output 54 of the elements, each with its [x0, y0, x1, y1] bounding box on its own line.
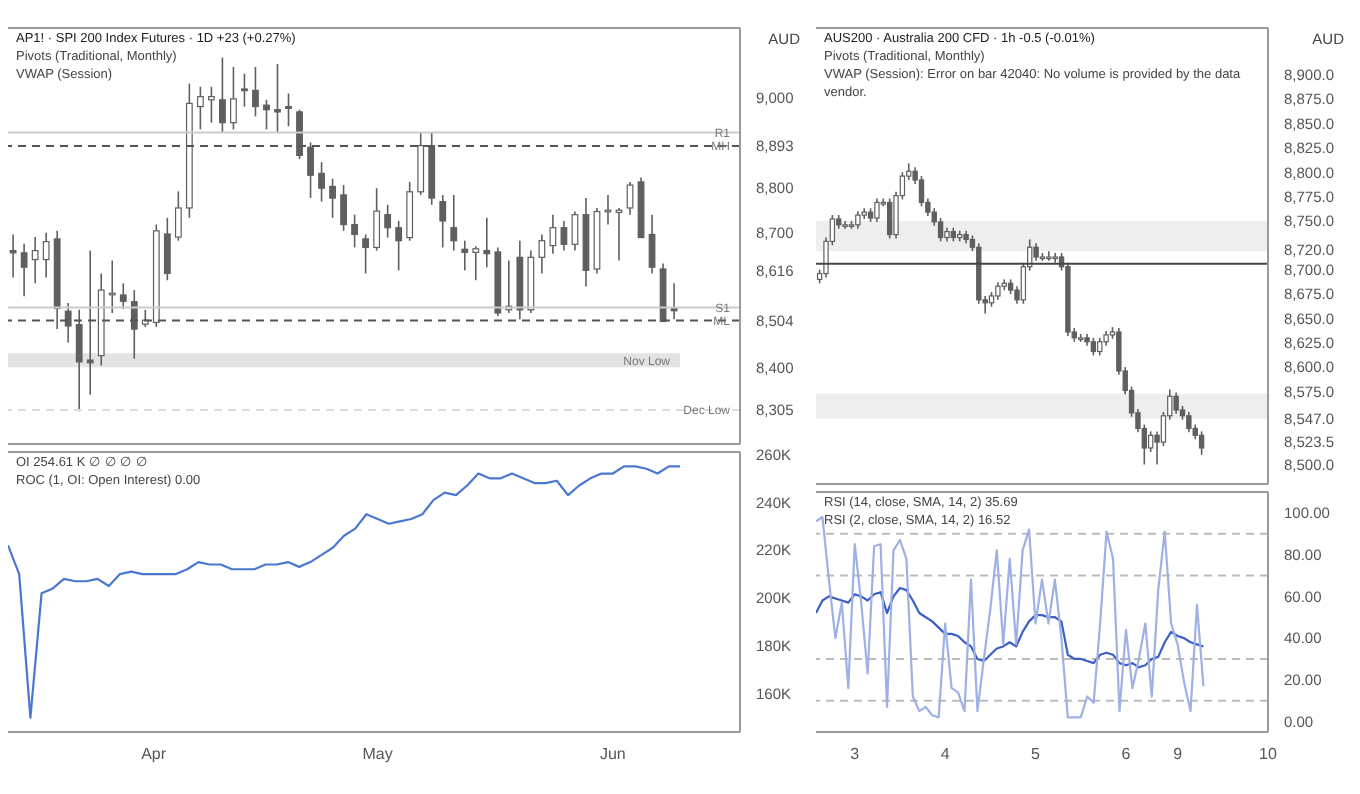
candlestick [219, 56, 226, 134]
candlestick [263, 99, 270, 131]
candlestick [538, 233, 546, 275]
line-series [8, 465, 682, 719]
line-series [816, 515, 1205, 719]
candlestick [20, 243, 28, 298]
candlestick [439, 194, 447, 249]
candlestick [285, 92, 292, 128]
candlestick [874, 197, 880, 223]
candlestick [196, 85, 204, 131]
x-tick-label: May [362, 745, 393, 764]
candlestick [406, 181, 414, 242]
x-tick-label: 10 [1259, 745, 1278, 764]
line-series [816, 586, 1205, 669]
candlestick [274, 63, 281, 134]
candlestick [1173, 391, 1179, 415]
candlestick [886, 197, 893, 240]
candlestick [119, 282, 127, 310]
x-tick-label: 6 [1121, 745, 1132, 764]
candlestick [395, 220, 403, 272]
candlestick [9, 233, 17, 279]
x-tick-label: 5 [1031, 745, 1042, 764]
candlestick [329, 177, 336, 219]
x-tick-label: 4 [940, 745, 951, 764]
x-tick-label: 9 [1173, 745, 1184, 764]
candlestick [174, 190, 182, 242]
candlestick [318, 161, 325, 203]
candlestick [362, 233, 370, 275]
candlestick [351, 213, 359, 249]
x-tick-label: Apr [141, 745, 167, 764]
candlestick [483, 217, 491, 268]
candlestick [384, 204, 392, 239]
candlestick [208, 85, 215, 124]
candlestick [450, 194, 458, 252]
x-tick-label: 3 [850, 745, 861, 764]
candlestick [340, 184, 347, 232]
candlestick [1186, 411, 1192, 434]
candlestick [373, 187, 381, 252]
candlestick [461, 239, 469, 272]
candlestick [230, 66, 237, 131]
candlestick [626, 181, 634, 216]
candlestick [560, 220, 568, 252]
x-tick-label: Jun [599, 745, 626, 764]
candlestick [252, 66, 259, 118]
candlestick [241, 72, 248, 108]
candlestick [42, 231, 50, 279]
candlestick [571, 210, 579, 252]
candlestick [31, 236, 39, 285]
candlestick [472, 245, 480, 281]
candlestick [1198, 430, 1205, 456]
candlestick [918, 175, 925, 208]
candlestick [648, 213, 656, 275]
candlestick [163, 217, 171, 281]
candlestick [549, 213, 557, 255]
